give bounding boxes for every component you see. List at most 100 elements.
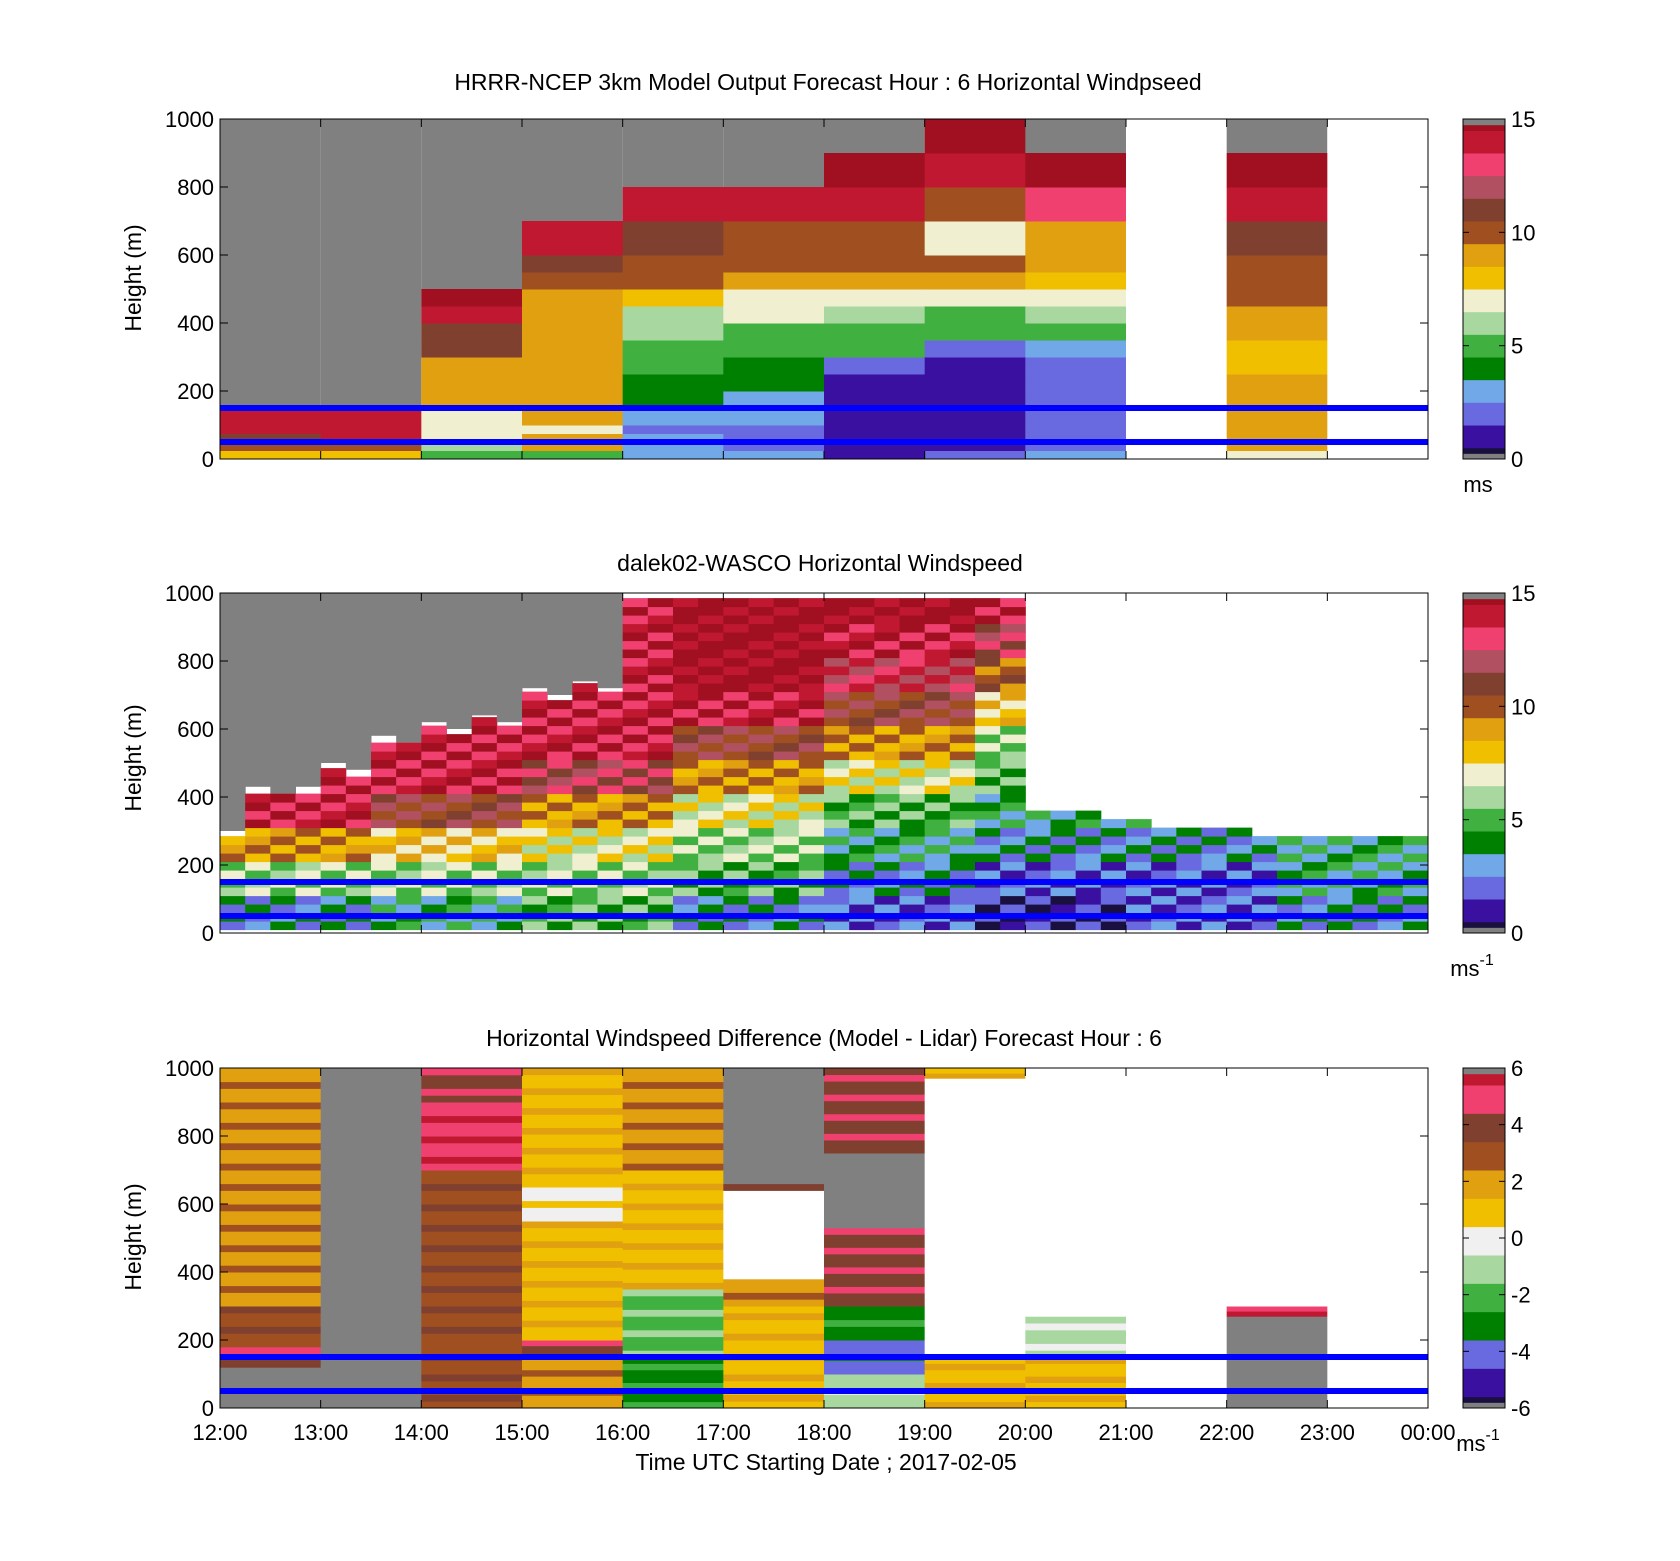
heatmap-cell xyxy=(1075,844,1102,854)
heatmap-cell xyxy=(698,827,724,837)
heatmap-cell xyxy=(647,725,674,735)
heatmap-cell xyxy=(874,742,900,752)
heatmap-cell xyxy=(446,921,473,931)
heatmap-cell xyxy=(874,640,900,650)
heatmap-cell xyxy=(1126,887,1152,897)
heatmap-cell xyxy=(798,836,825,846)
heatmap-cell xyxy=(522,921,548,931)
heatmap-cell xyxy=(924,887,951,897)
heatmap-cell xyxy=(572,861,598,871)
heatmap-cell xyxy=(924,776,951,786)
heatmap-cell xyxy=(320,1068,422,1409)
heatmap-cell xyxy=(1000,742,1026,752)
heatmap-cell xyxy=(597,827,624,837)
heatmap-cell xyxy=(471,895,498,905)
heatmap-cell xyxy=(798,870,825,880)
heatmap-cell xyxy=(1025,391,1127,409)
heatmap-cell xyxy=(245,844,271,854)
panel-difference-overlay-lines xyxy=(220,1354,1428,1394)
colorbar-segment xyxy=(1463,1221,1505,1228)
panel-difference-colorbar-label: ms-1 xyxy=(1456,1427,1500,1456)
heatmap-cell xyxy=(421,306,523,324)
heatmap-cell xyxy=(647,683,674,693)
heatmap-cell xyxy=(421,725,447,735)
colorbar-segment xyxy=(1463,683,1505,690)
heatmap-cell xyxy=(522,827,548,837)
heatmap-cell xyxy=(421,1367,523,1375)
heatmap-cell xyxy=(1025,1382,1127,1390)
heatmap-cell xyxy=(849,640,875,650)
heatmap-cell xyxy=(924,1376,1026,1383)
heatmap-cell xyxy=(1025,255,1127,273)
heatmap-cell xyxy=(421,425,523,434)
heatmap-cell xyxy=(1327,119,1428,459)
heatmap-cell xyxy=(647,861,674,871)
heatmap-cell xyxy=(371,861,397,871)
heatmap-cell xyxy=(673,759,699,769)
heatmap-cell xyxy=(647,819,674,829)
heatmap-cell xyxy=(1327,1068,1429,1409)
colorbar-segment xyxy=(1463,277,1505,284)
panel-lidar-colorbar-unit-exp: -1 xyxy=(1480,952,1494,969)
heatmap-cell xyxy=(622,221,724,256)
heatmap-cell xyxy=(824,1087,926,1095)
heatmap-cell xyxy=(1025,870,1051,880)
heatmap-cell xyxy=(320,836,347,846)
heatmap-cell xyxy=(824,742,850,752)
heatmap-cell xyxy=(547,785,573,795)
heatmap-cell xyxy=(924,1369,1026,1377)
panel-model: HRRR-NCEP 3km Model Output Forecast Hour… xyxy=(120,69,1535,497)
heatmap-cell xyxy=(975,759,1001,769)
heatmap-cell xyxy=(748,700,775,710)
heatmap-cell xyxy=(673,904,699,914)
heatmap-cell xyxy=(597,802,624,812)
heatmap-cell xyxy=(622,649,649,659)
colorbar-tick-label: 6 xyxy=(1511,1056,1523,1081)
heatmap-cell xyxy=(924,433,1026,443)
panel-lidar-colorbar-unit: ms xyxy=(1450,956,1479,981)
heatmap-cell xyxy=(622,187,724,222)
heatmap-cell xyxy=(924,442,1026,451)
heatmap-cell xyxy=(773,674,800,684)
heatmap-cell xyxy=(723,895,749,905)
heatmap-cell xyxy=(396,785,422,795)
heatmap-cell xyxy=(647,632,674,642)
heatmap-cell xyxy=(522,1107,624,1115)
colorbar-segment xyxy=(1463,910,1505,917)
heatmap-cell xyxy=(496,887,523,897)
heatmap-cell xyxy=(220,1170,322,1178)
heatmap-cell xyxy=(874,657,900,667)
heatmap-cell xyxy=(924,742,951,752)
colorbar-segment xyxy=(1463,266,1505,273)
heatmap-cell xyxy=(849,717,875,727)
heatmap-cell xyxy=(496,734,523,744)
heatmap-cell xyxy=(673,674,699,684)
heatmap-cell xyxy=(371,895,397,905)
colorbar-tick-label: 15 xyxy=(1511,107,1535,132)
colorbar-segment xyxy=(1463,436,1505,443)
heatmap-cell xyxy=(723,1306,825,1314)
y-tick-label: 400 xyxy=(177,1260,214,1285)
heatmap-cell xyxy=(849,836,875,846)
heatmap-cell xyxy=(345,861,372,871)
heatmap-cell xyxy=(1201,844,1228,854)
heatmap-cell xyxy=(824,819,850,829)
heatmap-cell xyxy=(522,1114,624,1122)
heatmap-cell xyxy=(522,1234,624,1242)
heatmap-cell xyxy=(1025,408,1127,426)
heatmap-cell xyxy=(874,632,900,642)
colorbar-segment xyxy=(1463,831,1505,838)
heatmap-cell xyxy=(572,700,598,710)
heatmap-cell xyxy=(874,708,900,718)
heatmap-cell xyxy=(572,734,598,744)
heatmap-cell xyxy=(320,433,422,443)
heatmap-cell xyxy=(622,870,649,880)
heatmap-cell xyxy=(773,683,800,693)
heatmap-cell xyxy=(975,615,1001,625)
heatmap-cell xyxy=(824,187,926,222)
heatmap-cell xyxy=(824,1367,926,1375)
heatmap-cell xyxy=(723,272,825,290)
heatmap-cell xyxy=(1226,289,1328,307)
heatmap-cell xyxy=(899,751,926,761)
